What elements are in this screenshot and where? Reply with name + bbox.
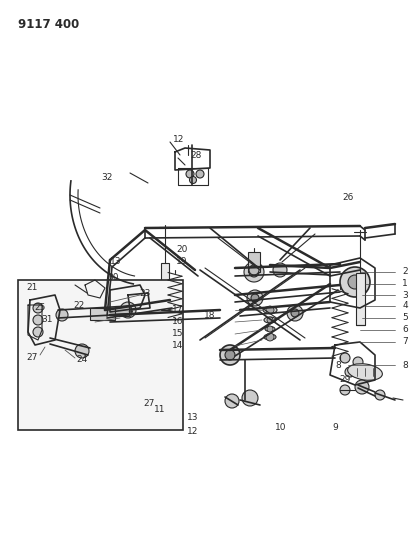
Circle shape: [266, 306, 274, 314]
Circle shape: [244, 262, 264, 282]
Circle shape: [124, 306, 132, 314]
Text: 8: 8: [402, 360, 408, 369]
Text: 21: 21: [26, 284, 38, 293]
Text: 31: 31: [41, 316, 53, 325]
Bar: [248, 252, 260, 272]
Text: 32: 32: [102, 174, 113, 182]
Text: 27: 27: [26, 352, 38, 361]
Circle shape: [249, 267, 259, 277]
Text: 29: 29: [339, 376, 351, 384]
Circle shape: [251, 294, 259, 302]
Text: 5: 5: [402, 313, 408, 322]
Circle shape: [348, 275, 362, 289]
Text: 30: 30: [107, 273, 119, 282]
Text: 24: 24: [76, 356, 88, 365]
Circle shape: [112, 312, 124, 324]
Circle shape: [266, 333, 274, 341]
Circle shape: [375, 390, 385, 400]
Bar: [356, 273, 365, 325]
Bar: [90, 308, 115, 320]
Text: 19: 19: [176, 256, 188, 265]
Circle shape: [114, 298, 122, 306]
Text: 25: 25: [34, 303, 46, 311]
Text: 18: 18: [204, 311, 216, 320]
Text: 9117 400: 9117 400: [18, 18, 79, 31]
Circle shape: [33, 315, 43, 325]
Text: 11: 11: [154, 406, 166, 415]
Ellipse shape: [348, 364, 382, 380]
Circle shape: [115, 315, 121, 321]
Circle shape: [33, 303, 43, 313]
Circle shape: [353, 357, 363, 367]
Circle shape: [110, 294, 126, 310]
Circle shape: [225, 394, 239, 408]
Circle shape: [340, 353, 350, 363]
Text: 28: 28: [190, 150, 202, 159]
Text: 1: 1: [402, 279, 408, 288]
Text: 12: 12: [187, 427, 199, 437]
Text: 7: 7: [402, 337, 408, 346]
Ellipse shape: [265, 327, 275, 332]
Circle shape: [196, 170, 204, 178]
Bar: [115, 306, 129, 316]
Circle shape: [56, 309, 68, 321]
Ellipse shape: [264, 317, 276, 323]
Circle shape: [75, 344, 89, 358]
Text: 8: 8: [335, 360, 341, 369]
Bar: [161, 263, 169, 310]
Circle shape: [120, 302, 136, 318]
Text: 9: 9: [332, 424, 338, 432]
Text: 20: 20: [176, 246, 188, 254]
Circle shape: [273, 263, 287, 277]
Circle shape: [225, 350, 235, 360]
Text: 2: 2: [402, 268, 408, 277]
Text: 10: 10: [275, 424, 287, 432]
Text: 26: 26: [342, 193, 354, 203]
Text: 15: 15: [172, 328, 184, 337]
Text: 6: 6: [402, 326, 408, 335]
Text: 27: 27: [143, 400, 155, 408]
Circle shape: [267, 317, 273, 323]
Circle shape: [291, 309, 299, 317]
Circle shape: [249, 265, 259, 275]
Text: 22: 22: [74, 302, 85, 311]
Text: 4: 4: [402, 302, 408, 311]
Circle shape: [345, 367, 355, 377]
Text: 13: 13: [187, 414, 199, 423]
Circle shape: [340, 385, 350, 395]
Circle shape: [287, 305, 303, 321]
Text: 12: 12: [173, 135, 185, 144]
Circle shape: [242, 390, 258, 406]
Ellipse shape: [263, 306, 277, 313]
Ellipse shape: [264, 334, 276, 340]
Circle shape: [340, 267, 370, 297]
Circle shape: [267, 326, 273, 332]
Circle shape: [33, 327, 43, 337]
Text: 3: 3: [402, 290, 408, 300]
Circle shape: [355, 380, 369, 394]
Circle shape: [220, 345, 240, 365]
Circle shape: [186, 170, 194, 178]
Text: 23: 23: [139, 288, 151, 297]
Text: 7: 7: [127, 311, 133, 319]
Text: 13: 13: [110, 257, 122, 266]
Circle shape: [247, 290, 263, 306]
Text: 16: 16: [172, 318, 184, 327]
Circle shape: [189, 176, 196, 183]
Text: 17: 17: [172, 305, 184, 314]
Text: 14: 14: [172, 341, 184, 350]
Bar: [18, 280, 183, 430]
